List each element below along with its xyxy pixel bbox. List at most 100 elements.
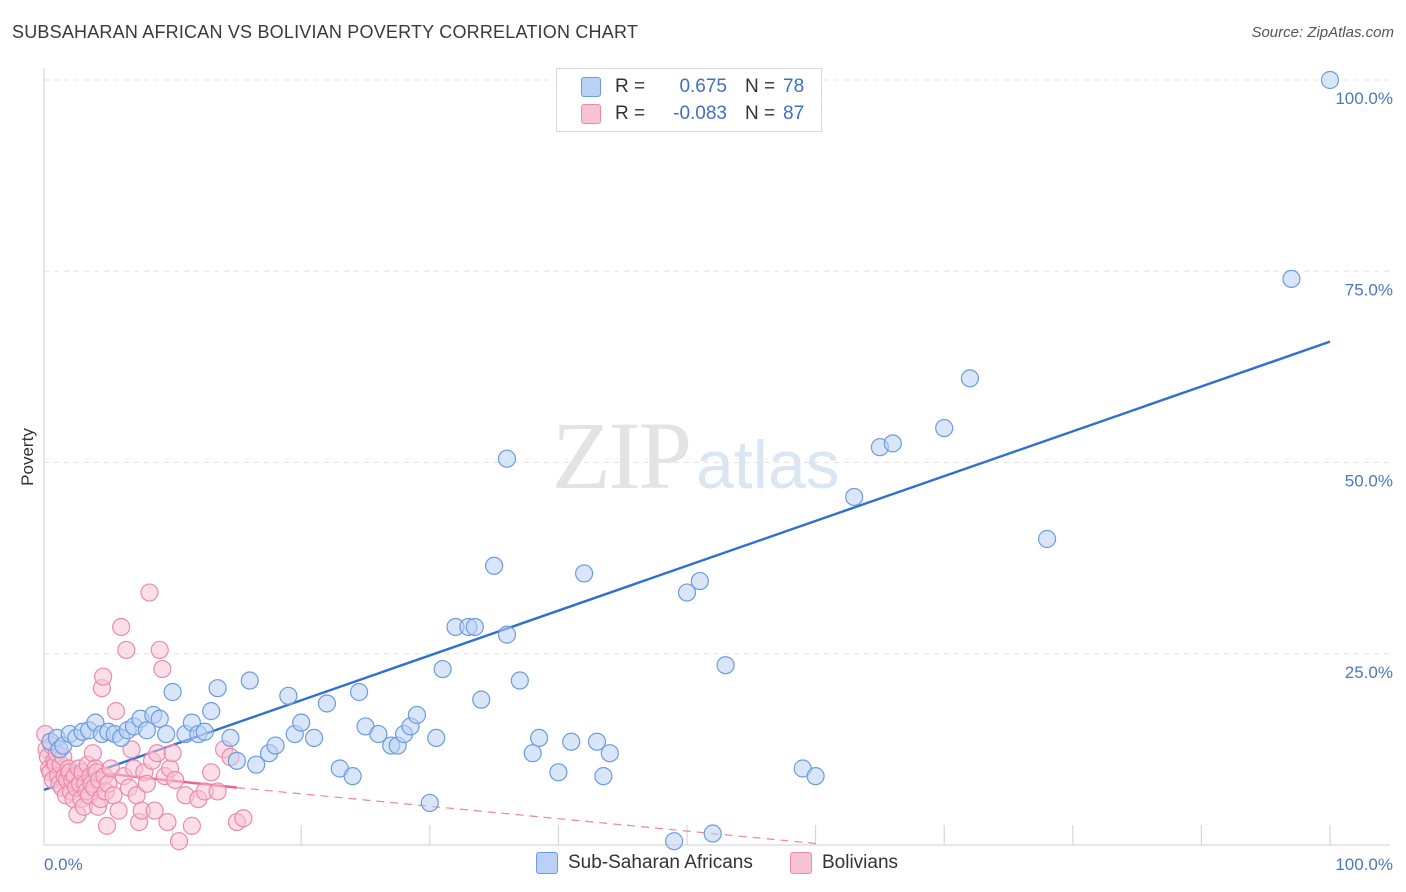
data-point-bolivians — [153, 659, 172, 679]
data-point-subsaharan — [716, 656, 735, 675]
data-point-subsaharan — [137, 721, 156, 740]
data-points — [36, 70, 1340, 851]
data-point-bolivians — [169, 832, 189, 851]
data-point-subsaharan — [1320, 70, 1340, 90]
data-point-bolivians — [106, 702, 126, 721]
data-point-subsaharan — [157, 724, 176, 744]
source-credit: Source: ZipAtlas.com — [1251, 24, 1394, 41]
y-axis-title: Poverty — [18, 428, 37, 486]
data-point-subsaharan — [530, 728, 549, 748]
data-point-bolivians — [148, 744, 167, 763]
data-point-subsaharan — [317, 694, 337, 713]
legend-row-bolivian: R = -0.083 N = 87 — [581, 102, 804, 126]
y-tick-label: 75.0% — [1345, 280, 1393, 299]
data-point-subsaharan — [935, 418, 954, 438]
data-point-subsaharan — [292, 713, 311, 732]
data-point-subsaharan — [562, 732, 581, 751]
data-point-subsaharan — [1037, 529, 1057, 549]
data-point-bolivians — [83, 744, 102, 763]
x-tick-label: 0.0% — [44, 855, 83, 874]
data-point-subsaharan — [433, 659, 452, 679]
data-point-subsaharan — [845, 487, 864, 507]
stats-legend: R = 0.675 N = 78 R = -0.083 N = 87 — [556, 68, 822, 132]
data-point-bolivians — [208, 782, 227, 801]
data-point-subsaharan — [407, 705, 427, 725]
data-point-bolivians — [137, 774, 156, 793]
data-point-subsaharan — [549, 763, 568, 782]
chart-title: SUBSAHARAN AFRICAN VS BOLIVIAN POVERTY C… — [12, 22, 639, 42]
data-point-subsaharan — [221, 728, 240, 748]
legend-label: Sub-Saharan Africans — [568, 852, 753, 873]
data-point-bolivians — [117, 640, 136, 660]
data-point-bolivians — [166, 770, 185, 790]
data-point-bolivians — [109, 801, 128, 820]
data-point-bolivians — [163, 744, 182, 763]
y-tick-label: 25.0% — [1345, 663, 1393, 682]
data-point-bolivians — [158, 812, 177, 832]
tick-labels: 25.0% 50.0% 75.0% 100.0% 0.0% 100.0% — [44, 89, 1393, 874]
data-point-bolivians — [140, 583, 159, 602]
data-point-subsaharan — [420, 793, 439, 813]
watermark-zip: ZIP — [552, 402, 692, 509]
legend-row-subsaharan: R = 0.675 N = 78 — [581, 75, 804, 99]
legend-item-bolivians[interactable]: Bolivians — [790, 852, 898, 874]
data-point-subsaharan — [227, 751, 246, 770]
data-point-subsaharan — [1282, 269, 1301, 288]
legend-r-label: R = — [615, 103, 646, 124]
data-point-bolivians — [97, 816, 117, 835]
legend-swatch-blue — [581, 77, 601, 97]
legend-n-label: N = — [745, 76, 776, 97]
data-point-subsaharan — [883, 434, 902, 453]
data-point-subsaharan — [150, 709, 169, 728]
data-point-subsaharan — [485, 556, 504, 575]
data-point-subsaharan — [369, 724, 388, 744]
data-point-subsaharan — [349, 682, 369, 702]
legend-swatch-pink — [581, 104, 601, 124]
trend-line-subsaharan — [43, 340, 1331, 792]
data-point-subsaharan — [279, 686, 298, 705]
y-tick-label: 50.0% — [1345, 472, 1393, 491]
x-tick-label: 100.0% — [1335, 855, 1393, 874]
legend-n-value: 78 — [783, 76, 805, 97]
data-point-bolivians — [94, 667, 113, 686]
data-point-subsaharan — [202, 702, 221, 721]
legend-n-value: 87 — [783, 103, 805, 124]
data-point-subsaharan — [465, 617, 484, 637]
legend-item-subsaharan[interactable]: Sub-Saharan Africans — [536, 852, 753, 874]
legend-swatch-pink — [790, 852, 812, 874]
data-point-subsaharan — [600, 744, 619, 763]
data-point-subsaharan — [208, 679, 227, 698]
data-point-subsaharan — [703, 824, 722, 843]
zipatlas-watermark: ZIPatlas — [552, 400, 840, 511]
data-point-subsaharan — [587, 732, 607, 751]
data-point-subsaharan — [240, 671, 259, 690]
legend-n-label: N = — [745, 103, 776, 124]
data-point-subsaharan — [472, 690, 491, 709]
data-point-subsaharan — [497, 449, 517, 468]
legend-r-label: R = — [615, 76, 646, 97]
data-point-subsaharan — [594, 767, 613, 786]
axes — [43, 68, 1390, 846]
data-point-subsaharan — [677, 583, 697, 602]
data-point-bolivians — [145, 801, 164, 820]
grid-lines — [44, 79, 1390, 655]
data-point-subsaharan — [523, 744, 542, 763]
data-point-bolivians — [122, 740, 141, 759]
data-point-subsaharan — [247, 755, 266, 774]
data-point-subsaharan — [497, 625, 517, 644]
data-point-subsaharan — [427, 728, 446, 748]
data-point-subsaharan — [690, 571, 709, 591]
data-point-subsaharan — [266, 736, 285, 755]
trend-line-bolivians-extended — [236, 787, 816, 845]
data-point-subsaharan — [510, 671, 529, 690]
data-point-subsaharan — [665, 832, 684, 851]
data-point-bolivians — [202, 763, 221, 782]
data-point-bolivians — [112, 617, 131, 637]
data-point-subsaharan — [195, 722, 214, 741]
data-point-subsaharan — [806, 767, 825, 786]
legend-label: Bolivians — [822, 852, 899, 873]
data-point-subsaharan — [343, 767, 362, 786]
data-point-subsaharan — [304, 728, 324, 748]
data-point-bolivians — [182, 816, 201, 835]
